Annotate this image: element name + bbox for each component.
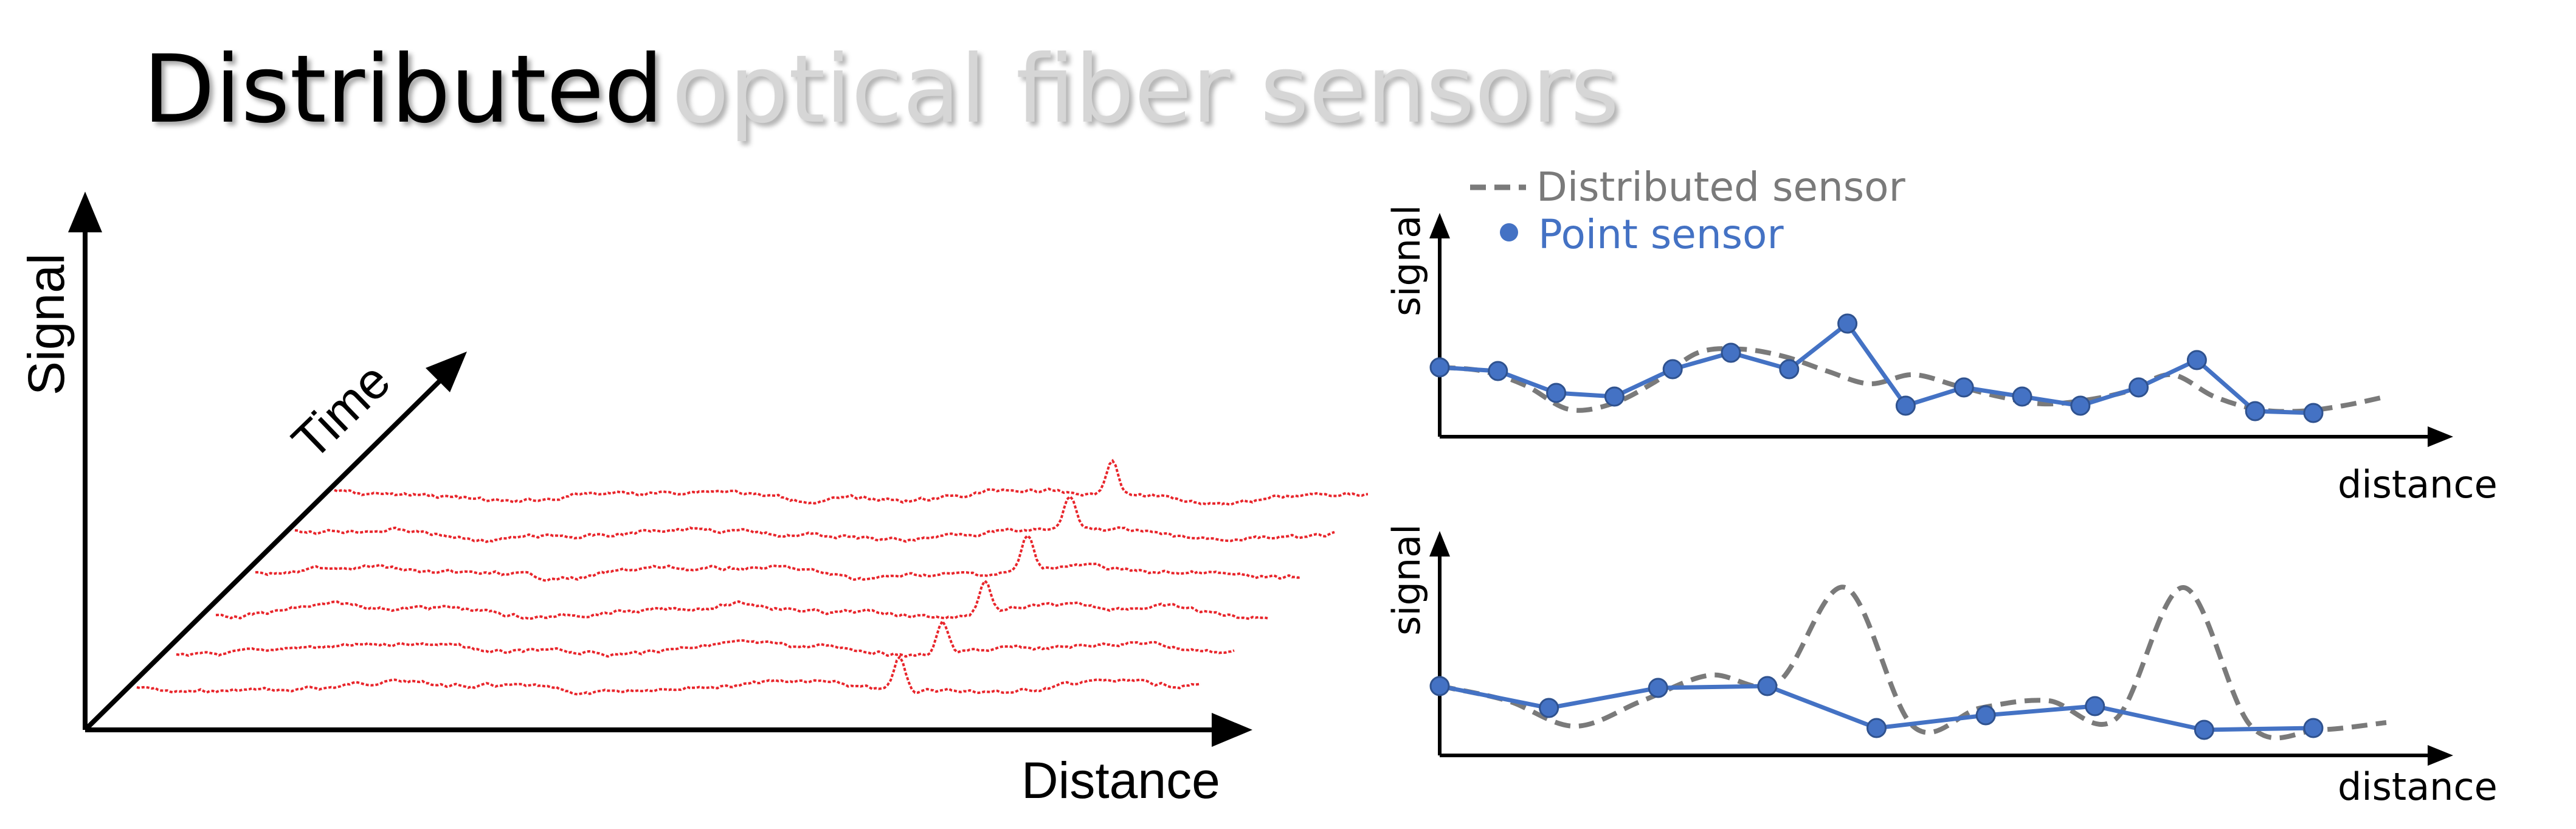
bottom-series [1429, 584, 2387, 741]
point-sensor-marker [1604, 386, 1625, 407]
red-trace-3 [215, 578, 1268, 620]
time-label: Time [281, 352, 401, 470]
red-trace-2 [176, 619, 1235, 658]
top-y-arrowhead [1429, 213, 1450, 238]
point-sensor-marker [1721, 342, 1741, 363]
point-sensor-marker [1837, 313, 1858, 334]
legend: Distributed sensor Point sensor [1470, 164, 1906, 258]
point-sensor-marker [1895, 395, 1916, 416]
point-sensor-marker [1757, 676, 1778, 696]
page-title: Distributed optical fiber sensors [143, 35, 1619, 144]
point-sensor-marker [2245, 401, 2265, 421]
distance-label: Distance [1021, 752, 1220, 809]
right-comparison-panels: Distributed sensor Point sensor signal d… [1384, 164, 2498, 809]
point-sensor-marker [1648, 678, 1668, 698]
signal-label: Signal [18, 253, 75, 395]
point-sensor-marker [2129, 377, 2149, 398]
signal-axis-arrowhead [68, 192, 102, 232]
left-waterfall-diagram: Signal Time Distance [18, 192, 1369, 809]
legend-point-label: Point sensor [1538, 211, 1784, 258]
title-main: Distributed [143, 35, 663, 144]
time-axis [83, 366, 455, 732]
point-sensor-marker [2012, 386, 2032, 407]
point-sensor-marker [2085, 696, 2105, 716]
point-sensor-marker [2070, 395, 2091, 416]
point-sensor-marker [1779, 359, 1800, 380]
top-x-arrowhead [2428, 426, 2453, 447]
legend-distributed-label: Distributed sensor [1536, 164, 1906, 210]
distributed-sensor-line [1439, 584, 2387, 741]
point-sensor-marker [2303, 718, 2324, 738]
red-trace-5 [294, 494, 1335, 544]
point-sensor-marker [1975, 705, 1996, 726]
point-sensor-marker [1546, 383, 1567, 403]
red-trace-6 [334, 459, 1369, 506]
top-x-label: distance [2338, 462, 2498, 507]
top-y-label: signal [1384, 205, 1429, 316]
bottom-y-arrowhead [1429, 531, 1450, 557]
point-sensor-marker [1488, 361, 1508, 381]
point-sensor-marker [2303, 403, 2324, 423]
top-series [1429, 313, 2387, 423]
point-sensor-marker [1662, 359, 1683, 380]
red-trace-4 [255, 533, 1302, 582]
point-sensor-marker [1953, 377, 1974, 398]
point-sensor-line [1439, 320, 2314, 415]
distributed-sensor-line [1439, 346, 2387, 414]
red-signal-traces [136, 459, 1369, 696]
title-sub: optical fiber sensors [672, 35, 1619, 144]
time-axis-arrowhead [426, 352, 467, 392]
bottom-x-arrowhead [2428, 745, 2453, 766]
point-sensor-marker [1429, 357, 1450, 378]
top-panel: signal distance [1384, 205, 2498, 507]
point-sensor-marker [2186, 350, 2207, 370]
point-sensor-marker [1429, 676, 1450, 696]
bottom-panel: signal distance [1384, 524, 2498, 809]
legend-point-swatch [1500, 223, 1518, 241]
bottom-x-label: distance [2338, 765, 2498, 809]
distance-axis-arrowhead [1212, 713, 1252, 747]
red-trace-1 [136, 654, 1201, 696]
point-sensor-marker [1539, 698, 1559, 718]
bottom-y-label: signal [1384, 524, 1429, 636]
point-sensor-marker [2194, 720, 2214, 740]
point-sensor-marker [1866, 718, 1887, 738]
